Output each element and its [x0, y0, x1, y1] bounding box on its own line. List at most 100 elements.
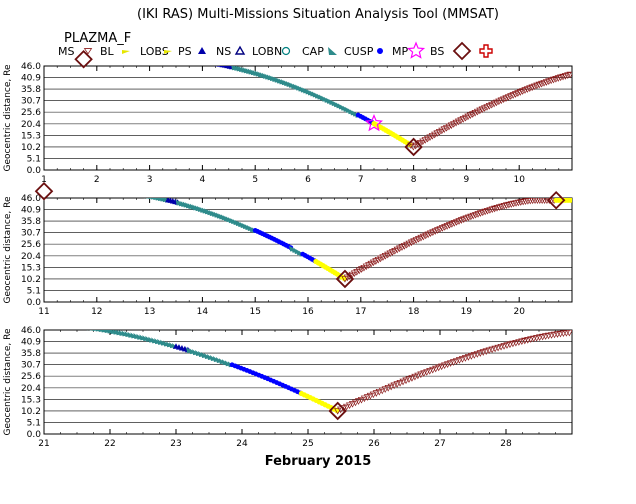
x-tick-label: 1 [41, 175, 47, 185]
ps-point [214, 66, 221, 67]
ps-point [133, 191, 139, 197]
segment-cap [136, 191, 171, 203]
ms-point [393, 381, 401, 388]
cap-point [62, 188, 69, 194]
cap-point [73, 188, 80, 194]
y-tick-label: 5.1 [27, 418, 41, 428]
legend-item-mp: MP [392, 41, 426, 59]
cap-point [92, 188, 99, 194]
x-tick-label: 13 [144, 307, 155, 317]
y-axis-label: Geocentric distance, Re [3, 328, 13, 435]
diamond-open-icon [452, 41, 472, 61]
x-tick-label: 16 [302, 307, 314, 317]
ms-point [360, 395, 369, 403]
arrow-icon [164, 50, 172, 54]
ms-point [444, 361, 452, 368]
x-tick-label: 27 [434, 439, 445, 449]
cap-point [85, 188, 92, 194]
y-tick-label: 15.3 [21, 395, 41, 405]
x-tick-label: 10 [513, 175, 525, 185]
y-tick-label: 35.8 [21, 217, 41, 227]
cap-point [102, 188, 109, 194]
cap-point [89, 330, 94, 331]
bl-point [83, 57, 88, 62]
cap-point [136, 191, 143, 197]
y-tick-label: 20.4 [21, 252, 41, 262]
cap-point [80, 323, 87, 329]
ms-point [375, 388, 383, 396]
segment-ms [341, 198, 558, 283]
y-tick-label: 25.6 [21, 240, 41, 250]
cap-point [123, 56, 130, 62]
ms-point [506, 341, 514, 349]
cap-point [199, 58, 206, 64]
bl-point [41, 189, 46, 194]
cap-point [86, 330, 88, 331]
plot-frame [43, 65, 573, 171]
ms-point [384, 385, 392, 392]
ms-point [372, 390, 380, 397]
x-tick-label: 8 [411, 175, 417, 185]
ms-point [429, 366, 437, 374]
legend: MS BL LOBS PS NS LOBN CAP CUSP MP BS [58, 41, 493, 61]
legend-item-ms: MS [58, 45, 93, 58]
y-axis-label: Geocentric distance, Re [3, 196, 13, 303]
cap-point [74, 323, 81, 329]
bl-point [50, 321, 55, 326]
ms-point [461, 355, 469, 362]
bl-point [81, 57, 86, 62]
x-tick-label: 15 [249, 307, 260, 317]
bl-point [119, 57, 124, 62]
ms-point [396, 380, 404, 387]
x-tick-label: 21 [38, 439, 49, 449]
segment-cap [74, 323, 179, 349]
cap-point [71, 188, 78, 194]
bs-marker [74, 49, 93, 69]
segment-ps [110, 188, 140, 196]
segment-ms [407, 71, 572, 151]
ms-point [354, 398, 363, 405]
legend-label: CUSP [344, 45, 374, 58]
x-tick-label: 6 [305, 175, 311, 185]
segment-cap [186, 347, 235, 368]
y-tick-label: 25.6 [21, 108, 41, 118]
y-tick-label: 0.0 [27, 166, 42, 176]
cap-point [191, 57, 198, 63]
cap-point [81, 188, 88, 194]
y-tick-label: 10.2 [21, 143, 41, 153]
y-tick-label: 46.0 [21, 194, 41, 204]
ms-point [494, 344, 502, 352]
bs-marker [34, 181, 54, 201]
y-tick-label: 5.1 [27, 154, 41, 164]
cap-point [189, 57, 196, 63]
y-tick-label: 20.4 [21, 384, 41, 394]
bl-point [74, 323, 79, 328]
cap-point [64, 188, 71, 194]
plot-frame [43, 329, 573, 435]
bs-marker [335, 269, 355, 289]
cap-point [109, 188, 116, 194]
cap-point [130, 56, 137, 62]
y-tick-label: 35.8 [21, 349, 41, 359]
segment-ms [334, 330, 572, 415]
ms-point [420, 370, 428, 377]
ms-point [46, 57, 52, 63]
legend-label: BS [430, 45, 444, 58]
bl-point [68, 322, 73, 327]
cap-point [206, 59, 213, 65]
x-tick-label: 11 [38, 307, 49, 317]
ms-point [565, 330, 572, 337]
ms-point [548, 198, 555, 204]
triangle-down-open-icon [83, 48, 93, 55]
legend-item-bl: BL [100, 45, 130, 58]
bl-point [56, 321, 61, 326]
ms-point [541, 198, 548, 204]
circle-open-icon [281, 46, 291, 56]
legend-item-lobn: LOBN [252, 45, 291, 58]
x-tick-label: 23 [170, 439, 181, 449]
y-tick-label: 10.2 [21, 407, 41, 417]
cap-point [69, 188, 76, 194]
cap-point [196, 58, 203, 64]
y-tick-label: 40.9 [21, 206, 41, 216]
